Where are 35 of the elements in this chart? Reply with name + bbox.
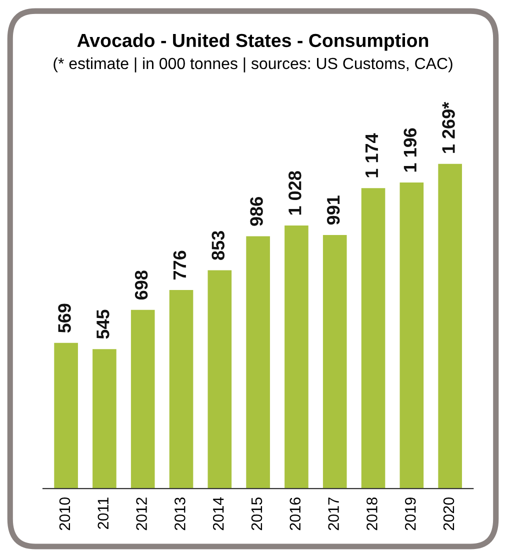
data-label: 1 269*	[442, 102, 455, 153]
x-tick-label: 2019	[404, 498, 416, 530]
bar	[284, 225, 308, 489]
bar	[130, 310, 155, 489]
data-label: 698	[134, 270, 148, 300]
bar	[322, 234, 347, 489]
data-label: 1 028	[288, 171, 302, 215]
x-tick-label: 2016	[290, 498, 301, 530]
data-label: 1 174	[366, 133, 378, 178]
x-tick-label: 2011	[98, 498, 109, 529]
bar	[92, 349, 116, 489]
bar	[246, 236, 270, 489]
x-tick-label: 2012	[136, 498, 147, 530]
x-tick-label: 2014	[212, 497, 224, 530]
data-label: 776	[173, 250, 186, 280]
x-tick-label: 2015	[251, 497, 262, 530]
x-tick-label: 2017	[328, 498, 339, 530]
chart-subtitle: (* estimate | in 000 tonnes | sources: US Customs, CAC)	[54, 57, 452, 72]
x-tick-label: 2018	[366, 498, 378, 530]
chart-title: Avocado - United States - Consumption	[77, 33, 428, 51]
bar	[169, 290, 194, 489]
data-label: 991	[326, 196, 340, 225]
data-label: 853	[212, 231, 225, 260]
data-label: 1 196	[404, 128, 417, 172]
bar	[438, 164, 462, 489]
bar	[361, 188, 386, 489]
data-label: 569	[58, 304, 71, 333]
bar	[208, 270, 232, 489]
bar	[54, 342, 78, 489]
data-label: 545	[96, 310, 110, 339]
x-tick-label: 2013	[174, 498, 186, 530]
x-tick-label: 2020	[443, 497, 454, 530]
data-label: 986	[250, 197, 263, 226]
bar	[400, 182, 424, 489]
x-tick-label: 2010	[59, 497, 70, 530]
